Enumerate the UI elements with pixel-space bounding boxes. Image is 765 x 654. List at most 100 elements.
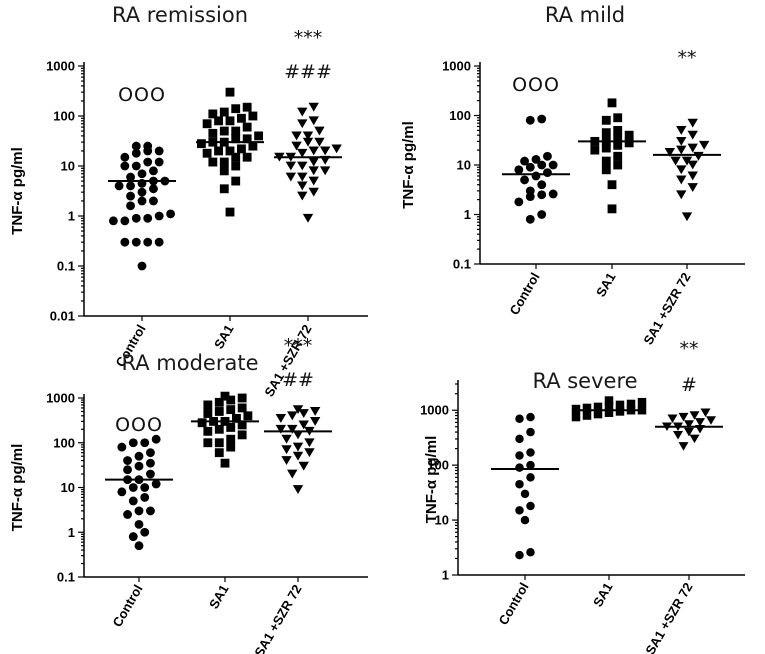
- data-point: [242, 134, 252, 144]
- data-point: [693, 151, 704, 161]
- data-point: [667, 414, 678, 423]
- data-point: [285, 161, 297, 171]
- data-point: [140, 438, 150, 448]
- data-point: [678, 412, 689, 422]
- x-category-label: Control: [495, 580, 531, 628]
- data-point: [275, 413, 287, 423]
- data-point: [309, 416, 321, 426]
- x-category-label: Control: [109, 582, 145, 630]
- data-point: [126, 181, 135, 191]
- data-point: [593, 409, 603, 419]
- data-point: [131, 141, 141, 151]
- data-point: [214, 448, 224, 458]
- y-axis-label: TNF-α pg/ml: [423, 436, 440, 524]
- data-point: [120, 161, 130, 171]
- data-point: [302, 137, 314, 147]
- data-point: [128, 496, 138, 506]
- data-point: [149, 184, 158, 194]
- y-tick-label: 10: [435, 513, 449, 528]
- data-point: [120, 152, 130, 162]
- data-point: [146, 469, 155, 479]
- data-point: [308, 166, 319, 176]
- data-point: [615, 400, 625, 410]
- chart-panel-1: RA remission TNF-α pg/ml 0.01 0.1 1 10 100 1000…: [9, 3, 368, 399]
- data-point: [123, 456, 132, 465]
- series-sa1-szr-72: [264, 405, 332, 494]
- data-point: [297, 191, 308, 201]
- data-point: [281, 445, 292, 455]
- data-point: [146, 448, 155, 458]
- data-point: [526, 412, 535, 422]
- data-point: [120, 237, 130, 247]
- data-point: [515, 451, 524, 460]
- data-point: [154, 146, 164, 156]
- y-tick-label: 0.1: [57, 570, 75, 585]
- data-point: [681, 156, 693, 166]
- data-point: [219, 157, 229, 167]
- data-point: [664, 147, 676, 157]
- data-point: [525, 115, 535, 125]
- data-point: [613, 125, 623, 135]
- data-point: [166, 209, 176, 219]
- y-axis-label: TNF-α pg/ml: [400, 121, 417, 209]
- data-point: [225, 87, 235, 97]
- data-point: [226, 405, 236, 415]
- data-point: [203, 400, 213, 410]
- data-point: [319, 166, 331, 176]
- y-tick-label: 1000: [420, 403, 449, 418]
- data-point: [515, 506, 524, 515]
- data-point: [143, 237, 153, 247]
- data-point: [309, 407, 321, 416]
- data-point: [151, 479, 161, 489]
- data-point: [689, 411, 700, 420]
- data-point: [308, 146, 319, 156]
- data-point: [304, 438, 315, 448]
- data-point: [297, 172, 308, 182]
- data-point: [287, 424, 298, 434]
- data-point: [537, 160, 547, 170]
- data-point: [154, 211, 164, 221]
- y-axis-label: TNF-α pg/ml: [9, 147, 26, 235]
- data-point: [114, 181, 124, 191]
- data-point: [126, 201, 135, 211]
- y-tick-label: 1: [464, 207, 471, 222]
- x-category-label: SA1 +SZR 72: [251, 582, 304, 654]
- data-point: [231, 176, 241, 186]
- significance-marker: ##: [282, 369, 314, 391]
- data-point: [601, 115, 611, 125]
- data-point: [308, 187, 319, 197]
- data-point: [292, 442, 304, 452]
- data-point: [601, 165, 611, 175]
- data-point: [700, 408, 711, 417]
- data-point: [515, 463, 524, 472]
- data-point: [526, 448, 535, 457]
- series-sa1: [196, 87, 264, 217]
- series-sa1-szr-72: [274, 102, 342, 223]
- data-point: [590, 145, 600, 155]
- data-point: [676, 175, 687, 185]
- data-point: [237, 393, 247, 403]
- data-point: [308, 102, 319, 112]
- data-point: [582, 411, 592, 420]
- series-sa1-szr-72: [655, 408, 723, 451]
- data-point: [208, 157, 218, 167]
- data-point: [275, 424, 287, 434]
- data-point: [297, 107, 308, 117]
- data-point: [613, 151, 623, 161]
- data-point: [225, 207, 235, 217]
- data-point: [687, 143, 698, 153]
- data-point: [254, 131, 264, 141]
- data-point: [134, 541, 144, 551]
- data-point: [537, 210, 547, 219]
- data-point: [134, 451, 144, 461]
- data-point: [140, 493, 150, 502]
- x-category-label: SA1: [211, 322, 237, 351]
- data-point: [131, 148, 141, 158]
- data-point: [128, 438, 138, 448]
- data-point: [582, 403, 592, 413]
- control-significance-marker: OOO: [115, 414, 163, 436]
- data-point: [706, 416, 716, 425]
- data-point: [140, 527, 150, 537]
- data-point: [637, 397, 647, 407]
- control-significance-marker: OOO: [118, 84, 166, 106]
